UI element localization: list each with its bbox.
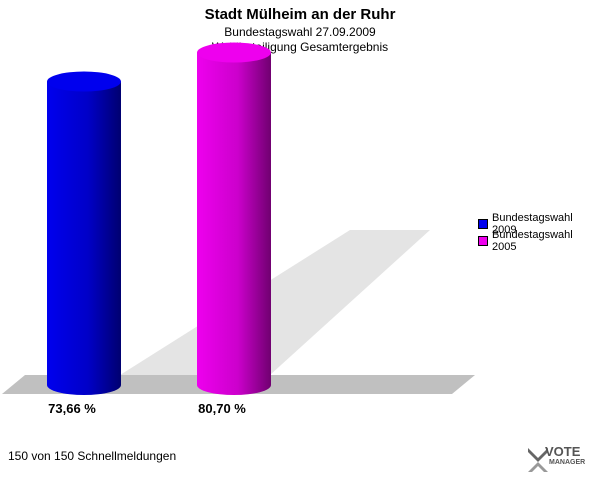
vote-manager-logo: VOTE MANAGER — [526, 442, 598, 476]
legend-label-2005: Bundestagswahl 2005 — [491, 229, 573, 253]
chart-back-shadow — [120, 230, 430, 375]
legend-swatch-2009 — [478, 219, 488, 229]
legend-swatch-2005 — [478, 236, 488, 246]
bar-body-1 — [197, 52, 271, 396]
chart-subtitle-line1: Bundestagswahl 27.09.2009 — [224, 25, 376, 39]
vote-check-icon — [528, 448, 548, 472]
bar-body-0 — [47, 81, 121, 395]
data-label-1: 80,70 % — [198, 401, 246, 416]
data-label-0: 73,66 % — [48, 401, 96, 416]
bar-top-1 — [197, 42, 271, 63]
legend-label-2009: Bundestagswahl 2009 — [491, 212, 573, 236]
legend-item-2009: Bundestagswahl 2009 — [478, 212, 600, 236]
bar-0 — [47, 71, 121, 395]
chart-title: Stadt Mülheim an der Ruhr — [204, 6, 396, 23]
logo-name: VOTE — [545, 444, 581, 459]
legend-item-2005: Bundestagswahl 2005 — [478, 229, 600, 253]
footer-status: 150 von 150 Schnellmeldungen — [8, 449, 177, 463]
bar-top-0 — [47, 71, 121, 92]
logo-sub: MANAGER — [549, 459, 586, 466]
bar-1 — [197, 42, 271, 396]
